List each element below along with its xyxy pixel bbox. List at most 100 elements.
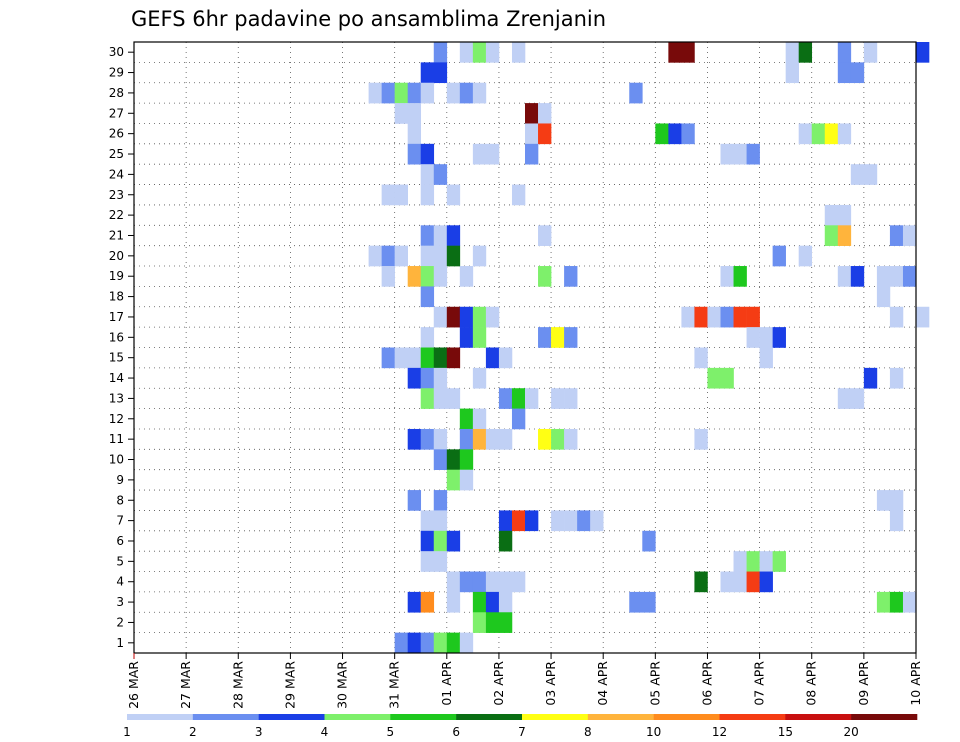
colorbar-label: 6 xyxy=(452,725,460,739)
heatmap-cell xyxy=(720,306,734,328)
heatmap-cell xyxy=(850,62,865,84)
heatmap-cell xyxy=(837,42,852,63)
y-tick-label: 17 xyxy=(109,310,124,324)
heatmap-cell xyxy=(811,123,826,145)
heatmap-cell xyxy=(420,62,435,84)
heatmap-cell xyxy=(472,327,487,348)
x-tick-label: 08 APR xyxy=(804,661,819,706)
colorbar-segment xyxy=(390,714,457,720)
heatmap-cell xyxy=(538,123,552,145)
heatmap-cell xyxy=(916,306,930,328)
heatmap-cell xyxy=(564,428,578,450)
heatmap-cell xyxy=(876,490,891,511)
y-tick-label: 19 xyxy=(109,269,124,283)
heatmap-cell xyxy=(889,510,904,532)
x-tick-label: 01 APR xyxy=(439,661,454,706)
heatmap-cell xyxy=(407,347,422,369)
heatmap-cell xyxy=(459,306,474,328)
heatmap-cell xyxy=(629,591,643,613)
heatmap-cell xyxy=(485,143,500,165)
heatmap-cell xyxy=(394,103,408,124)
heatmap-cell xyxy=(538,428,552,450)
colorbar-label: 3 xyxy=(255,725,263,739)
heatmap-cell xyxy=(459,571,474,593)
heatmap-cell xyxy=(759,347,773,369)
heatmap-cell xyxy=(850,266,865,287)
heatmap-cell xyxy=(889,266,904,287)
heatmap-cell xyxy=(381,184,395,206)
heatmap-cell xyxy=(668,123,682,145)
heatmap-cell xyxy=(655,123,669,145)
heatmap-cell xyxy=(876,591,891,613)
x-tick-label: 09 APR xyxy=(856,661,871,706)
heatmap-cell xyxy=(511,510,526,532)
heatmap-cell xyxy=(668,42,682,63)
heatmap-cell xyxy=(785,42,799,63)
heatmap-cell xyxy=(433,632,448,654)
chart-title: GEFS 6hr padavine po ansamblima Zrenjani… xyxy=(131,7,606,31)
heatmap-cell xyxy=(498,571,513,593)
x-tick-label: 30 MAR xyxy=(335,661,350,709)
heatmap-cell xyxy=(459,82,474,104)
heatmap-cell xyxy=(863,42,878,63)
x-tick-label: 04 APR xyxy=(595,661,610,706)
y-tick-label: 15 xyxy=(109,351,124,365)
colorbar-label: 8 xyxy=(584,725,592,739)
heatmap-cell xyxy=(472,408,487,430)
colorbar-segment xyxy=(785,714,852,720)
heatmap-cell xyxy=(407,103,422,124)
heatmap-cell xyxy=(681,42,695,63)
heatmap-cell xyxy=(707,306,721,328)
heatmap-cell xyxy=(420,245,435,267)
y-tick-label: 9 xyxy=(116,473,124,487)
heatmap-cell xyxy=(733,266,747,287)
y-tick-label: 14 xyxy=(109,371,124,385)
heatmap-cell xyxy=(420,551,435,572)
y-tick-label: 4 xyxy=(116,575,124,589)
heatmap-cell xyxy=(798,245,813,267)
y-tick-label: 21 xyxy=(109,228,124,242)
heatmap-cell xyxy=(694,347,708,369)
heatmap-cell xyxy=(694,428,708,450)
heatmap-cell xyxy=(681,306,695,328)
y-tick-label: 1 xyxy=(116,636,124,650)
heatmap-cell xyxy=(420,367,435,389)
heatmap-cell xyxy=(746,143,760,165)
colorbar-label: 10 xyxy=(646,725,661,739)
heatmap-cell xyxy=(433,510,448,532)
heatmap-cell xyxy=(551,327,565,348)
heatmap-cell xyxy=(837,225,852,246)
heatmap-cell xyxy=(420,428,435,450)
heatmap-cell xyxy=(472,428,487,450)
heatmap-cell xyxy=(472,612,487,633)
heatmap-cell xyxy=(433,490,448,511)
heatmap-cell xyxy=(485,428,500,450)
y-tick-label: 30 xyxy=(109,45,124,59)
heatmap-cell xyxy=(407,428,422,450)
heatmap-cell xyxy=(407,632,422,654)
x-tick-label: 03 APR xyxy=(543,661,558,706)
x-tick-label: 31 MAR xyxy=(387,661,402,709)
heatmap-cell xyxy=(459,266,474,287)
heatmap-cell xyxy=(485,42,500,63)
colorbar-segment xyxy=(192,714,259,720)
heatmap-cell xyxy=(850,388,865,409)
heatmap-cell xyxy=(525,103,539,124)
x-tick-label: 05 APR xyxy=(647,661,662,706)
colorbar-segment xyxy=(522,714,589,720)
heatmap-cell xyxy=(472,245,487,267)
heatmap-cell xyxy=(889,225,904,246)
heatmap-cell xyxy=(707,367,721,389)
heatmap-cell xyxy=(525,123,539,145)
heatmap-cell xyxy=(407,591,422,613)
heatmap-cell xyxy=(850,164,865,185)
heatmap-cell xyxy=(746,306,760,328)
heatmap-cell xyxy=(863,367,878,389)
heatmap-cell xyxy=(889,490,904,511)
heatmap-cell xyxy=(837,266,852,287)
heatmap-cell xyxy=(368,245,382,267)
heatmap-cell xyxy=(720,266,734,287)
heatmap-cell xyxy=(694,306,708,328)
heatmap-cell xyxy=(485,306,500,328)
heatmap-cell xyxy=(564,510,578,532)
